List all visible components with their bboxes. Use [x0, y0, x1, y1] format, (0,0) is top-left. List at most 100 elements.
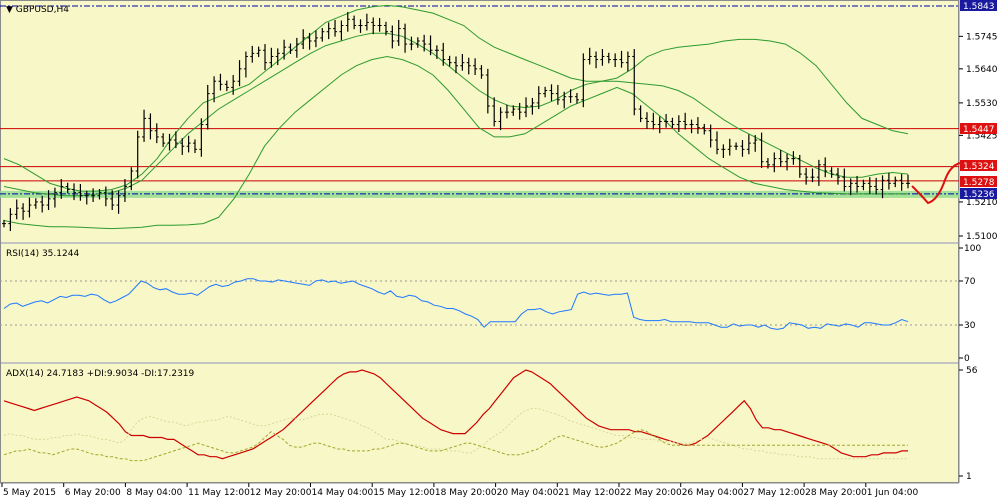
- rsi-label: RSI(14) 35.1244: [6, 249, 79, 259]
- x-tick-label: 1 Jun 04:00: [867, 488, 919, 498]
- candle: [549, 84, 554, 102]
- x-tick-label: 15 May 12:00: [373, 488, 435, 498]
- price-tag-support: 1.5236: [960, 188, 997, 200]
- rsi-pane: [0, 244, 959, 362]
- candle: [205, 84, 210, 130]
- candle: [301, 29, 306, 50]
- candle: [746, 134, 751, 155]
- candle: [454, 56, 458, 74]
- x-tick-label: 6 May 20:00: [65, 488, 121, 498]
- candle: [396, 19, 401, 46]
- candle: [816, 159, 821, 186]
- candle: [804, 167, 809, 185]
- candle: [250, 45, 255, 63]
- candle: [403, 23, 408, 53]
- candle: [855, 175, 860, 193]
- candle: [447, 55, 452, 67]
- candle: [345, 11, 350, 32]
- candle: [791, 151, 796, 165]
- x-tick-label: 5 May 2015: [3, 488, 56, 498]
- candle: [33, 198, 38, 209]
- candle: [167, 133, 172, 151]
- candle: [46, 190, 51, 210]
- x-tick-label: 11 May 12:00: [188, 488, 250, 498]
- candle: [504, 104, 509, 119]
- candle: [498, 107, 503, 131]
- x-tick-label: 27 May 12:00: [743, 488, 805, 498]
- candle: [670, 117, 675, 129]
- candle: [753, 135, 758, 152]
- candle: [759, 132, 764, 168]
- candle: [466, 57, 471, 75]
- candle: [263, 44, 268, 71]
- candle: [103, 186, 108, 207]
- price-tag-top: 1.5843: [960, 0, 997, 12]
- price-tag-res-low: 1.5278: [960, 176, 997, 188]
- candle: [600, 49, 605, 66]
- x-tick-label: 28 May 20:00: [805, 488, 867, 498]
- candle: [8, 208, 13, 232]
- adx-tick-label: 56: [966, 366, 978, 376]
- candle: [415, 37, 420, 48]
- adx-label: ADX(14) 24.7183 +DI:9.9034 -DI:17.2319: [6, 369, 195, 379]
- x-tick-label: 18 May 20:00: [435, 488, 497, 498]
- candle: [65, 182, 70, 194]
- candle: [294, 37, 299, 58]
- candle: [358, 19, 363, 33]
- candle: [702, 123, 707, 135]
- svg-text:1.5843: 1.5843: [963, 2, 995, 12]
- adx-line: [3, 369, 908, 460]
- candle: [52, 187, 57, 208]
- x-tick-label: 12 May 20:00: [250, 488, 312, 498]
- candle: [97, 188, 102, 200]
- candle: [313, 30, 318, 48]
- candle: [434, 45, 439, 59]
- candle: [835, 167, 840, 185]
- x-tick-label: 8 May 04:00: [126, 488, 182, 498]
- candle: [543, 86, 548, 98]
- candle: [320, 27, 325, 42]
- candle: [186, 135, 191, 153]
- candle: [581, 53, 586, 108]
- candle: [428, 35, 433, 56]
- candle: [21, 203, 26, 220]
- candle: [734, 142, 739, 150]
- svg-text:1.5278: 1.5278: [963, 178, 995, 188]
- y-tick-label: 1.5745: [966, 32, 998, 42]
- candle: [689, 119, 694, 134]
- candle: [613, 53, 618, 67]
- chart-title: ▼ GBPUSD,H4: [6, 5, 69, 15]
- y-tick-label: 1.5210: [966, 198, 998, 208]
- minus-di-line: [3, 429, 908, 462]
- plus-di-line: [3, 408, 908, 460]
- candle: [243, 51, 248, 78]
- candle: [275, 48, 280, 66]
- candle: [676, 115, 681, 132]
- candle: [390, 25, 395, 49]
- candle: [765, 157, 770, 169]
- candle: [606, 52, 611, 64]
- candle: [587, 47, 592, 65]
- candle: [224, 80, 229, 92]
- y-tick-label: 1.5100: [966, 232, 998, 242]
- candle: [530, 97, 535, 115]
- candle: [536, 86, 541, 110]
- price-tag-res-mid: 1.5324: [960, 160, 997, 172]
- candle: [619, 50, 624, 68]
- candle: [218, 73, 223, 91]
- candle: [307, 32, 312, 50]
- y-tick-label: 1.5425: [966, 131, 998, 141]
- candle: [237, 60, 242, 87]
- candle: [695, 117, 700, 134]
- candle: [740, 140, 745, 157]
- candle: [377, 18, 382, 32]
- candle: [886, 172, 891, 190]
- candle: [721, 144, 726, 158]
- bollinger-upper: [3, 4, 909, 192]
- candle: [352, 15, 357, 30]
- candle: [91, 188, 96, 202]
- x-tick-label: 20 May 04:00: [497, 488, 559, 498]
- y-tick-label: 1.5530: [966, 99, 998, 109]
- candle: [517, 102, 522, 120]
- candle: [625, 51, 630, 72]
